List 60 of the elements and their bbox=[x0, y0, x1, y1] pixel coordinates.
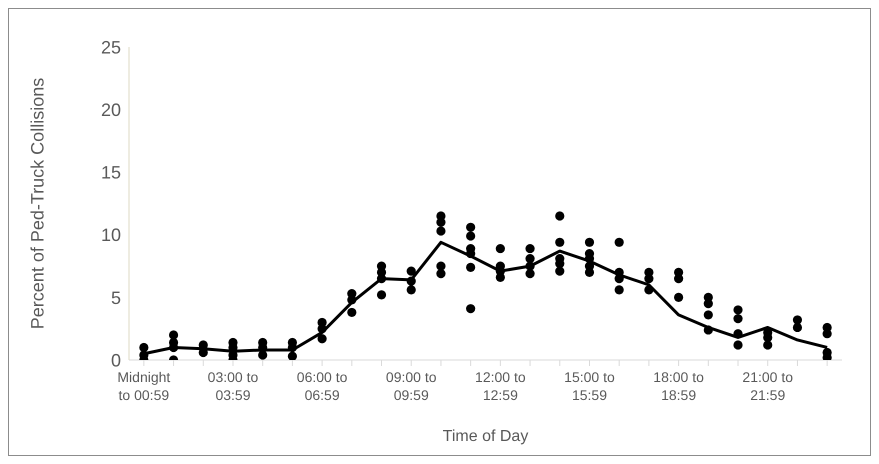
point bbox=[466, 222, 476, 232]
point bbox=[555, 211, 564, 221]
point bbox=[436, 262, 446, 271]
point bbox=[644, 285, 654, 294]
y-tick-label: 20 bbox=[100, 100, 121, 120]
point bbox=[614, 285, 624, 294]
point bbox=[674, 274, 684, 284]
point bbox=[555, 266, 564, 276]
point bbox=[614, 274, 624, 284]
point bbox=[168, 330, 178, 340]
x-tick-label: 12:00 to 12:59 bbox=[475, 369, 526, 403]
point bbox=[318, 334, 327, 344]
x-tick-label: 15:00 to 15:59 bbox=[564, 369, 615, 403]
point bbox=[525, 254, 535, 264]
point bbox=[733, 314, 743, 324]
y-tick-label: 15 bbox=[100, 162, 121, 183]
point bbox=[347, 295, 356, 305]
point bbox=[376, 290, 386, 300]
y-axis-title: Percent of Ped-Truck Collisions bbox=[27, 78, 48, 330]
x-tick-label: Midnight to 00:59 bbox=[117, 369, 170, 403]
point bbox=[466, 304, 476, 314]
point bbox=[704, 299, 713, 308]
point bbox=[406, 285, 416, 294]
point bbox=[584, 238, 594, 247]
x-tick-label: 09:00 to 09:59 bbox=[386, 369, 437, 403]
point bbox=[674, 292, 684, 302]
x-tick-label: 03:00 to 03:59 bbox=[208, 369, 258, 403]
point bbox=[525, 262, 535, 271]
point bbox=[436, 269, 446, 278]
point bbox=[555, 238, 564, 247]
point bbox=[406, 276, 416, 286]
point bbox=[258, 350, 268, 360]
point bbox=[406, 266, 416, 276]
y-tick-label: 25 bbox=[100, 37, 121, 58]
point bbox=[466, 262, 476, 272]
x-axis-title: Time of Day bbox=[442, 428, 528, 445]
point bbox=[376, 274, 386, 284]
point bbox=[436, 226, 446, 236]
x-tick-label: 06:00 to 06:59 bbox=[296, 369, 348, 403]
point bbox=[733, 305, 743, 315]
point bbox=[733, 340, 743, 350]
point bbox=[704, 325, 713, 335]
point bbox=[436, 218, 446, 227]
point bbox=[466, 231, 476, 241]
point bbox=[704, 310, 713, 320]
point bbox=[584, 268, 594, 277]
point bbox=[525, 269, 535, 278]
x-tick-label: 18:00 to 18:59 bbox=[653, 369, 704, 403]
point bbox=[347, 308, 356, 318]
point bbox=[525, 244, 535, 254]
point bbox=[644, 274, 654, 284]
y-tick-label: 0 bbox=[110, 350, 121, 370]
point bbox=[792, 322, 802, 332]
point bbox=[288, 352, 297, 360]
point bbox=[763, 340, 772, 350]
x-tick-label: 21:00 to 21:59 bbox=[742, 369, 794, 403]
y-tick-label: 10 bbox=[100, 225, 121, 246]
point bbox=[496, 244, 505, 254]
point bbox=[614, 238, 624, 247]
y-tick-label: 5 bbox=[110, 288, 121, 308]
